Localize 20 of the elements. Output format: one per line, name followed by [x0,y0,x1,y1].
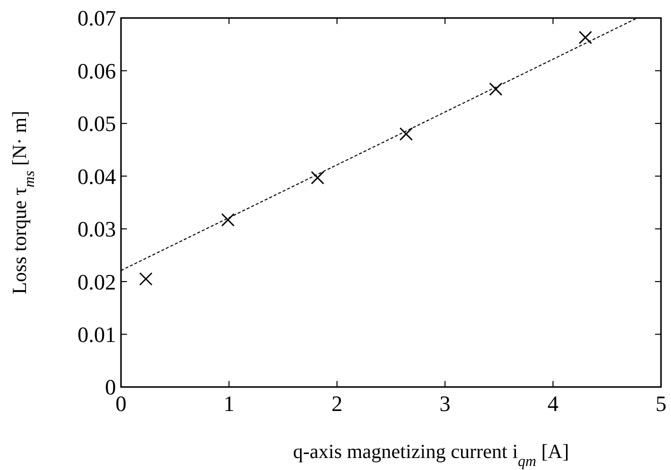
x-tick-label: 4 [548,391,558,416]
y-tick-label: 0 [105,374,116,400]
y-tick-label: 0.04 [78,164,116,189]
y-tick-label: 0.03 [78,216,116,242]
point [139,272,153,286]
point [578,30,592,44]
x-tick-label: 5 [656,391,666,416]
y-tick-label: 0.07 [78,6,116,31]
point [310,171,324,184]
x-tick-label: 1 [224,391,234,416]
y-tick-label: 0.01 [78,322,116,347]
y-tick-label: 0.06 [78,58,116,84]
x-tick-label: 2 [332,391,342,416]
y-tick-label: 0.02 [78,269,116,294]
point [489,82,502,96]
point [399,127,413,141]
point [221,213,235,227]
y-tick-label: 0.05 [78,111,116,136]
x-axis-title: q-axis magnetizing current i$_{qm}$ [A] [292,441,570,470]
x-tick-label: 3 [440,391,450,416]
